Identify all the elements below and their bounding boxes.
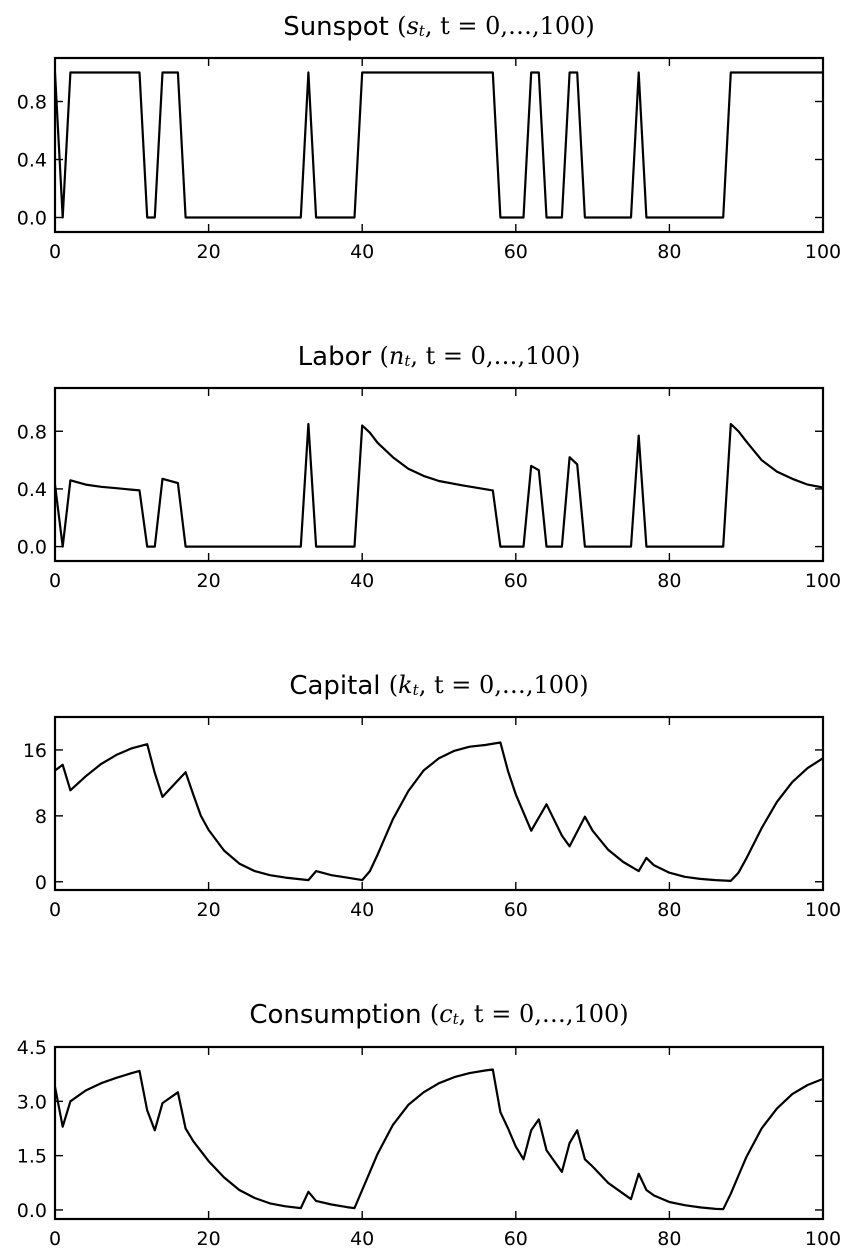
sunspot-xtick-label: 20 bbox=[197, 241, 221, 263]
capital-ytick-label: 16 bbox=[23, 740, 47, 762]
labor-plot-frame bbox=[53, 386, 825, 563]
sunspot-xtick-label: 0 bbox=[49, 241, 61, 263]
labor-chart: Labor (nt, t = 0,…,100) 0 20 40 60 80 100 0.0 0.… bbox=[17, 342, 841, 593]
consumption-ytick-label: 4.5 bbox=[17, 1037, 47, 1059]
sunspot-xtick-label: 80 bbox=[657, 241, 681, 263]
consumption-xtick-label: 60 bbox=[504, 1228, 528, 1250]
consumption-title-sub: t bbox=[453, 1010, 460, 1028]
consumption-xtick-label: 0 bbox=[49, 1228, 61, 1250]
labor-xtick-label: 20 bbox=[197, 570, 221, 592]
consumption-ytick-label: 3.0 bbox=[17, 1091, 47, 1113]
sunspot-title-suffix: , t = 0,…,100) bbox=[425, 12, 595, 40]
labor-title-var: n bbox=[389, 342, 404, 370]
consumption-chart: Consumption (ct, t = 0,…,100) 0 20 40 60 80 10… bbox=[17, 1000, 841, 1251]
capital-title-var: k bbox=[398, 671, 413, 699]
consumption-title-suffix: , t = 0,…,100) bbox=[459, 1000, 629, 1028]
labor-ytick-label: 0.8 bbox=[17, 421, 47, 443]
consumption-ytick-label: 1.5 bbox=[17, 1146, 47, 1168]
capital-title: Capital (kt, t = 0,…,100) bbox=[289, 671, 588, 701]
labor-ytick-label: 0.0 bbox=[17, 537, 47, 559]
sunspot-title: Sunspot (st, t = 0,…,100) bbox=[283, 12, 595, 42]
labor-ytick-label: 0.4 bbox=[17, 479, 47, 501]
consumption-plot-frame bbox=[53, 1045, 825, 1221]
consumption-ytick-label: 0.0 bbox=[17, 1200, 47, 1222]
sunspot-title-sub: t bbox=[419, 22, 426, 40]
capital-xtick-label: 0 bbox=[49, 899, 61, 921]
labor-series-line bbox=[53, 422, 824, 548]
consumption-title: Consumption (ct, t = 0,…,100) bbox=[249, 1000, 628, 1030]
capital-plot-frame bbox=[53, 715, 825, 892]
sunspot-ytick-label: 0.8 bbox=[17, 92, 47, 114]
labor-title-sub: t bbox=[404, 352, 411, 370]
sunspot-xtick-label: 40 bbox=[350, 241, 374, 263]
labor-title-suffix: , t = 0,…,100) bbox=[410, 342, 580, 370]
sunspot-title-paren: ( bbox=[397, 12, 406, 40]
capital-ytick-label: 0 bbox=[35, 872, 47, 894]
labor-title-prefix: Labor bbox=[298, 342, 380, 372]
sunspot-xtick-label: 60 bbox=[504, 241, 528, 263]
capital-xtick-label: 60 bbox=[504, 899, 528, 921]
capital-ytick-label: 8 bbox=[35, 806, 47, 828]
sunspot-plot-frame bbox=[53, 56, 825, 234]
capital-chart: Capital (kt, t = 0,…,100) 0 20 40 60 80 100 0 8 1… bbox=[23, 671, 841, 922]
consumption-xtick-label: 20 bbox=[197, 1228, 221, 1250]
sunspot-ytick-label: 0.0 bbox=[17, 208, 47, 230]
labor-xtick-label: 100 bbox=[805, 570, 841, 592]
sunspot-title-prefix: Sunspot bbox=[283, 12, 397, 42]
capital-title-suffix: , t = 0,…,100) bbox=[419, 671, 589, 699]
labor-title-paren: ( bbox=[379, 342, 388, 370]
consumption-xtick-label: 40 bbox=[350, 1228, 374, 1250]
sunspot-series-line bbox=[53, 71, 823, 219]
capital-title-paren: ( bbox=[389, 671, 398, 699]
sunspot-ytick-label: 0.4 bbox=[17, 150, 47, 172]
capital-title-sub: t bbox=[413, 681, 420, 699]
consumption-title-prefix: Consumption bbox=[249, 1000, 429, 1030]
capital-xtick-label: 100 bbox=[805, 899, 841, 921]
sunspot-xtick-label: 100 bbox=[805, 241, 841, 263]
labor-xtick-label: 80 bbox=[657, 570, 681, 592]
capital-title-prefix: Capital bbox=[289, 671, 388, 701]
labor-xtick-label: 60 bbox=[504, 570, 528, 592]
labor-title: Labor (nt, t = 0,…,100) bbox=[298, 342, 581, 372]
labor-xtick-label: 40 bbox=[350, 570, 374, 592]
capital-xtick-label: 80 bbox=[657, 899, 681, 921]
sunspot-title-var: s bbox=[406, 12, 418, 40]
sunspot-chart: Sunspot (st, t = 0,…,100) 0 20 40 60 80 100 0.0… bbox=[17, 12, 841, 264]
capital-series-line bbox=[54, 741, 824, 883]
consumption-title-var: c bbox=[439, 1000, 452, 1028]
consumption-series-line bbox=[53, 1068, 824, 1211]
capital-xtick-label: 20 bbox=[197, 899, 221, 921]
capital-xtick-label: 40 bbox=[350, 899, 374, 921]
consumption-xtick-label: 100 bbox=[805, 1228, 841, 1250]
labor-xtick-label: 0 bbox=[49, 570, 61, 592]
consumption-xtick-label: 80 bbox=[657, 1228, 681, 1250]
consumption-title-paren: ( bbox=[430, 1000, 439, 1028]
